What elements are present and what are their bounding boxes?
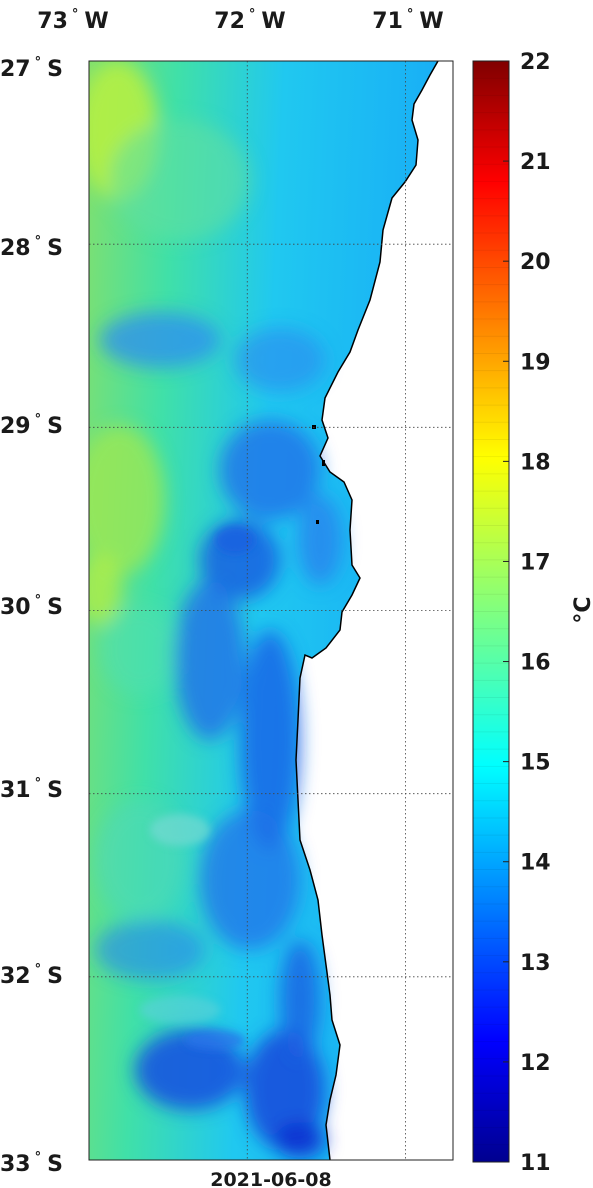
map-frame bbox=[88, 60, 454, 1161]
sst-filaments bbox=[140, 526, 255, 1050]
lon-label-73: 73 ° W bbox=[37, 7, 108, 34]
colorbar-tick-label: 17 bbox=[520, 550, 551, 575]
cool-patch bbox=[240, 630, 300, 850]
map-panel bbox=[88, 60, 454, 1161]
cool-patch bbox=[200, 810, 300, 950]
lat-label-27: 27 ° S bbox=[0, 55, 63, 82]
mild-filament bbox=[185, 1030, 245, 1050]
mild-patch bbox=[100, 605, 180, 695]
colorbar-tick-label: 12 bbox=[520, 1051, 551, 1076]
cold-patch bbox=[275, 1122, 325, 1158]
lon-label-71: 71 ° W bbox=[372, 7, 443, 34]
island bbox=[316, 520, 319, 524]
mild-filament bbox=[150, 814, 210, 846]
colorbar-ramp bbox=[472, 60, 510, 1163]
lat-label-30: 30 ° S bbox=[0, 593, 63, 620]
colorbar-tick-label: 22 bbox=[520, 50, 551, 75]
cool-patch bbox=[220, 420, 320, 520]
cool-patch bbox=[235, 328, 325, 392]
lat-label-32: 32 ° S bbox=[0, 962, 63, 989]
mild-filament bbox=[215, 526, 255, 554]
lat-label-31: 31 ° S bbox=[0, 776, 63, 803]
island bbox=[322, 460, 325, 466]
sst-field bbox=[89, 61, 439, 1160]
colorbar-tick-label: 19 bbox=[520, 350, 551, 375]
lon-label-72: 72 ° W bbox=[214, 7, 285, 34]
colorbar-tick-label: 16 bbox=[520, 651, 551, 676]
cool-patch bbox=[95, 920, 205, 980]
mild-patch bbox=[110, 120, 250, 240]
lat-label-33: 33 ° S bbox=[0, 1150, 63, 1177]
date-label: 2021-06-08 bbox=[210, 1169, 332, 1188]
cool-patch bbox=[298, 495, 342, 585]
colorbar: 11 12 13 14 15 16 17 18 19 20 21 22 °C bbox=[472, 50, 593, 1176]
colorbar-bands bbox=[473, 60, 509, 1146]
warm-patch bbox=[89, 555, 122, 625]
mild-filament bbox=[140, 996, 220, 1024]
colorbar-tick-label: 14 bbox=[520, 851, 551, 876]
lat-label-28: 28 ° S bbox=[0, 234, 63, 261]
cool-patch bbox=[175, 580, 245, 740]
warm-patch bbox=[89, 425, 165, 575]
cool-patch bbox=[245, 1030, 325, 1150]
longitude-labels: 73 ° W 72 ° W 71 ° W bbox=[37, 7, 443, 34]
colorbar-tick-label: 13 bbox=[520, 951, 551, 976]
colorbar-tick-label: 15 bbox=[520, 751, 551, 776]
colorbar-unit: °C bbox=[571, 596, 593, 623]
colorbar-tick-label: 11 bbox=[520, 1151, 551, 1176]
colorbar-tick-label: 18 bbox=[520, 450, 551, 475]
colorbar-tick-label: 20 bbox=[520, 250, 551, 275]
latitude-labels: 27 ° S 28 ° S 29 ° S 30 ° S 31 ° S 32 ° S 33 ° S bbox=[0, 55, 63, 1177]
colorbar-ticks: 11 12 13 14 15 16 17 18 19 20 21 22 bbox=[503, 50, 551, 1176]
cool-patch bbox=[135, 1030, 245, 1110]
colorbar-tick-label: 21 bbox=[520, 150, 551, 175]
graticule bbox=[89, 61, 453, 1160]
lat-label-29: 29 ° S bbox=[0, 412, 63, 439]
cool-patch bbox=[100, 312, 220, 368]
cool-patch bbox=[280, 940, 320, 1060]
coastline bbox=[295, 61, 439, 1160]
